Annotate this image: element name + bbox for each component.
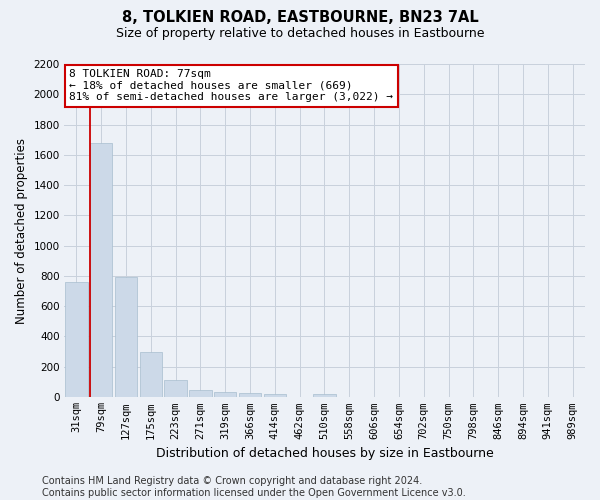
Text: 8, TOLKIEN ROAD, EASTBOURNE, BN23 7AL: 8, TOLKIEN ROAD, EASTBOURNE, BN23 7AL bbox=[122, 10, 478, 25]
Bar bbox=[239, 393, 261, 397]
X-axis label: Distribution of detached houses by size in Eastbourne: Distribution of detached houses by size … bbox=[155, 447, 493, 460]
Bar bbox=[140, 352, 162, 397]
Bar bbox=[65, 282, 88, 397]
Bar bbox=[313, 394, 335, 397]
Bar bbox=[189, 390, 212, 397]
Bar bbox=[164, 380, 187, 397]
Text: 8 TOLKIEN ROAD: 77sqm
← 18% of detached houses are smaller (669)
81% of semi-det: 8 TOLKIEN ROAD: 77sqm ← 18% of detached … bbox=[69, 69, 393, 102]
Text: Size of property relative to detached houses in Eastbourne: Size of property relative to detached ho… bbox=[116, 28, 484, 40]
Bar bbox=[214, 392, 236, 397]
Y-axis label: Number of detached properties: Number of detached properties bbox=[15, 138, 28, 324]
Bar bbox=[115, 278, 137, 397]
Text: Contains HM Land Registry data © Crown copyright and database right 2024.
Contai: Contains HM Land Registry data © Crown c… bbox=[42, 476, 466, 498]
Bar bbox=[90, 142, 112, 397]
Bar bbox=[263, 394, 286, 397]
